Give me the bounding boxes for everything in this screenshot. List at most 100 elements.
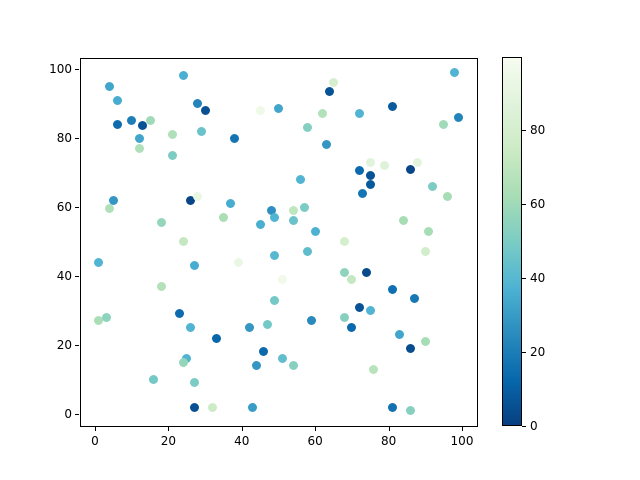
- scatter-point: [105, 204, 115, 214]
- plot-area: [80, 58, 478, 427]
- scatter-point: [196, 126, 206, 136]
- scatter-point: [178, 237, 188, 246]
- scatter-point: [248, 402, 258, 412]
- scatter-point: [112, 95, 122, 105]
- scatter-point: [94, 257, 104, 267]
- scatter-point: [277, 354, 287, 364]
- x-tick-label: 0: [91, 434, 99, 448]
- colorbar-tick-label: 20: [530, 344, 546, 359]
- scatter-point: [380, 161, 390, 171]
- y-tick-label: 100: [49, 62, 72, 76]
- x-tick-mark: [388, 427, 390, 431]
- scatter-point: [387, 102, 397, 112]
- scatter-point: [310, 226, 320, 236]
- scatter-point: [420, 337, 430, 347]
- scatter-point: [138, 121, 148, 131]
- scatter-point: [105, 81, 115, 91]
- scatter-point: [365, 171, 375, 181]
- scatter-point: [101, 312, 111, 322]
- scatter-point: [244, 323, 254, 333]
- y-tick-mark: [75, 276, 79, 277]
- scatter-point: [178, 357, 188, 367]
- scatter-point: [442, 192, 452, 202]
- scatter-point: [296, 174, 306, 184]
- scatter-point: [347, 274, 357, 284]
- y-tick-mark: [75, 207, 79, 208]
- scatter-point: [365, 157, 375, 167]
- scatter-point: [189, 261, 199, 271]
- scatter-point: [207, 402, 217, 412]
- scatter-point: [329, 78, 339, 88]
- scatter-point: [266, 205, 276, 215]
- y-tick-label: 40: [56, 269, 72, 283]
- colorbar-tick-label: 60: [530, 196, 546, 211]
- x-tick-mark: [241, 427, 243, 431]
- scatter-point: [189, 378, 199, 388]
- colorbar-tick-mark: [522, 203, 526, 205]
- scatter-point: [262, 319, 272, 329]
- scatter-point: [270, 250, 280, 260]
- scatter-point: [200, 105, 210, 115]
- scatter-point: [255, 219, 265, 229]
- scatter-point: [277, 274, 287, 284]
- scatter-point: [406, 164, 416, 174]
- x-tick-mark: [95, 427, 96, 431]
- scatter-point: [288, 216, 298, 226]
- scatter-point: [167, 130, 177, 140]
- scatter-point: [369, 364, 379, 374]
- scatter-point: [189, 402, 199, 412]
- x-tick-label: 40: [234, 434, 250, 448]
- scatter-point: [303, 247, 313, 257]
- x-tick-label: 20: [160, 434, 177, 448]
- scatter-point: [185, 195, 195, 205]
- colorbar-tick-mark: [522, 426, 526, 427]
- scatter-point: [259, 347, 269, 357]
- scatter-point: [450, 67, 460, 77]
- scatter-point: [156, 218, 166, 228]
- scatter-point: [303, 123, 313, 133]
- scatter-point: [365, 306, 375, 315]
- scatter-point: [251, 361, 261, 371]
- scatter-point: [167, 150, 177, 160]
- scatter-point: [424, 226, 434, 236]
- colorbar-tick-mark: [522, 129, 526, 131]
- scatter-point: [395, 330, 405, 340]
- scatter-point: [178, 71, 188, 81]
- scatter-point: [358, 188, 368, 198]
- scatter-point: [149, 375, 159, 384]
- scatter-point: [340, 268, 350, 278]
- y-tick-label: 60: [56, 200, 72, 214]
- scatter-point: [347, 323, 357, 333]
- scatter-point: [211, 333, 221, 343]
- scatter-point: [288, 205, 298, 215]
- x-tick-mark: [462, 427, 463, 431]
- scatter-point: [270, 295, 280, 305]
- y-tick-mark: [75, 138, 79, 139]
- scatter-point: [299, 202, 309, 212]
- scatter-point: [340, 312, 350, 322]
- scatter-point: [255, 105, 265, 115]
- colorbar-tick-label: 80: [530, 122, 546, 137]
- scatter-point: [398, 216, 408, 226]
- scatter-point: [218, 212, 228, 222]
- y-tick-mark: [75, 414, 79, 415]
- scatter-point: [354, 302, 364, 312]
- scatter-point: [127, 116, 137, 126]
- scatter-point: [318, 109, 328, 119]
- y-tick-mark: [75, 345, 79, 346]
- scatter-point: [174, 309, 184, 319]
- colorbar-tick-mark: [522, 277, 526, 279]
- scatter-point: [340, 237, 350, 246]
- scatter-point: [156, 281, 166, 291]
- scatter-point: [233, 257, 243, 267]
- x-tick-label: 60: [307, 434, 323, 448]
- scatter-point: [193, 192, 203, 202]
- scatter-point: [406, 406, 416, 416]
- scatter-point: [428, 181, 438, 191]
- scatter-point: [112, 119, 122, 129]
- scatter-point: [226, 199, 236, 209]
- scatter-point: [420, 247, 430, 257]
- x-tick-mark: [315, 427, 317, 431]
- scatter-point: [387, 285, 397, 295]
